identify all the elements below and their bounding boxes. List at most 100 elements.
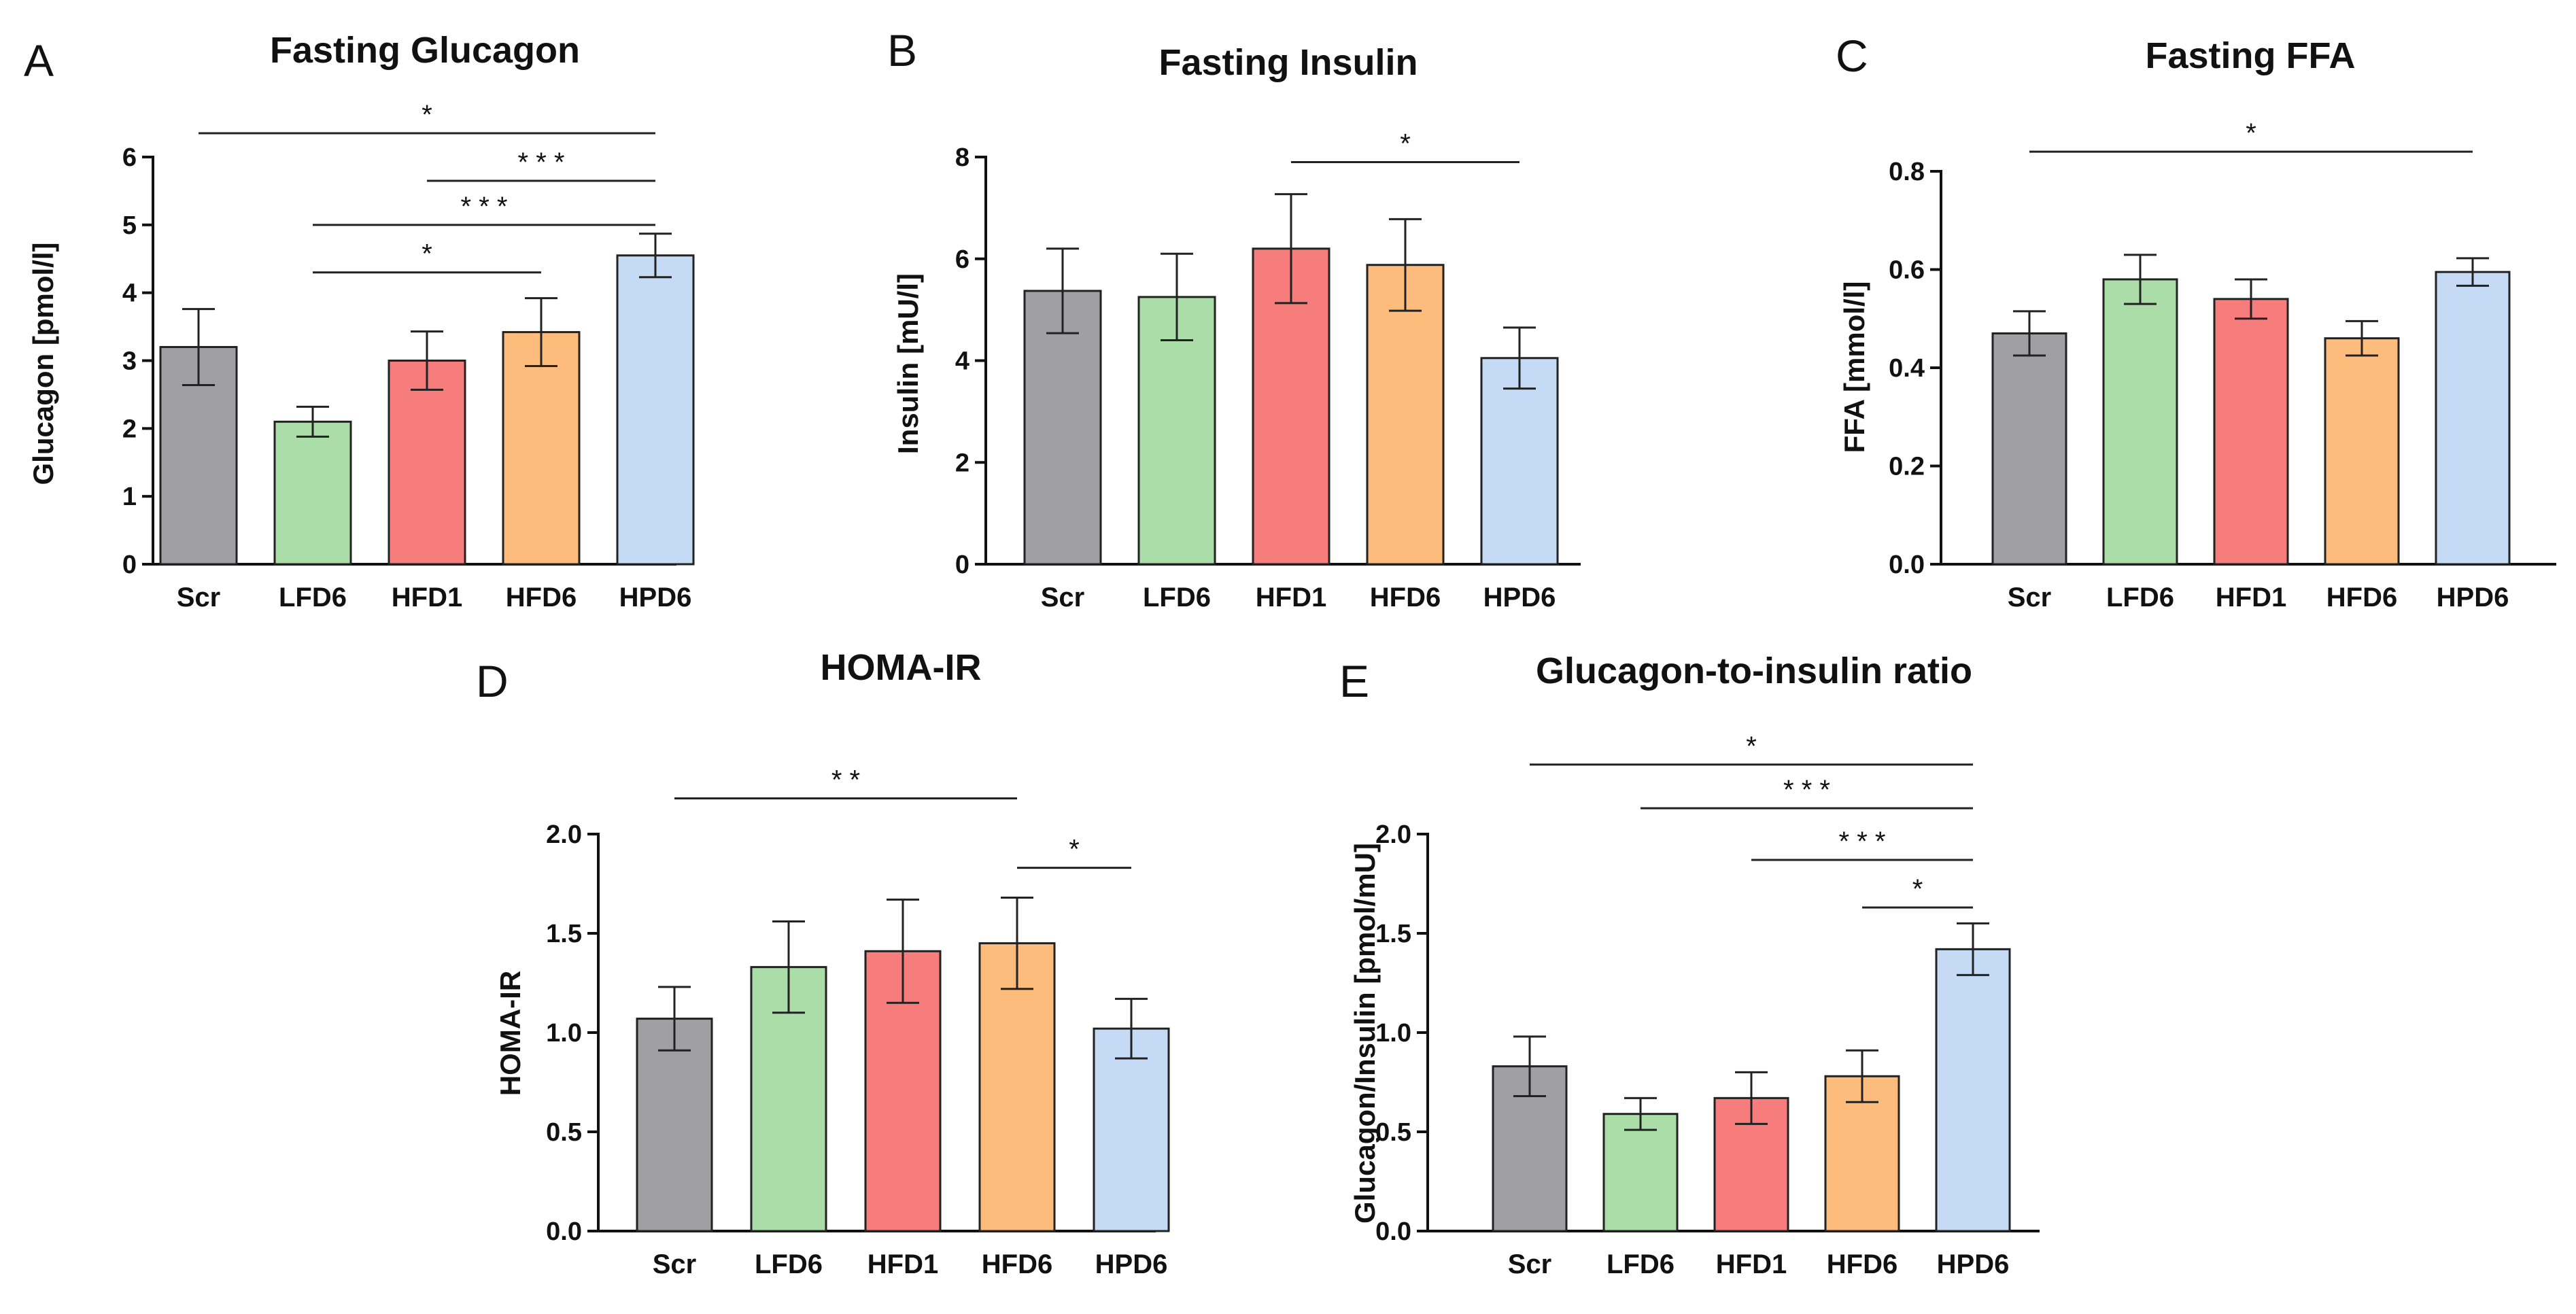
bar-hpd6	[2435, 271, 2511, 566]
x-tick-label: HFD6	[1827, 1249, 1897, 1279]
y-tick-label: 1.5	[546, 920, 582, 948]
x-tick-label: LFD6	[1143, 583, 1211, 612]
y-axis-label: HOMA-IR	[494, 971, 526, 1096]
bar-hfd6	[2324, 337, 2400, 566]
significance-label: *	[422, 100, 432, 130]
bar-lfd6	[2102, 278, 2178, 566]
bar-lfd6	[1602, 1113, 1679, 1232]
y-tick-label: 0.4	[1889, 354, 1925, 383]
panel-letter: D	[476, 656, 509, 706]
chart-title: Fasting Glucagon	[270, 30, 580, 71]
y-tick-label: 0.5	[1375, 1118, 1411, 1147]
chart-title: Fasting Insulin	[1158, 42, 1418, 83]
y-tick-label: 1.0	[546, 1019, 582, 1048]
y-axis-label: Glucagon/Insulin [pmol/mU]	[1349, 843, 1381, 1224]
x-tick-label: HFD6	[506, 583, 577, 612]
x-tick-label: LFD6	[755, 1249, 823, 1279]
bar-hpd6	[616, 254, 695, 566]
x-tick-label: HFD1	[2216, 583, 2286, 612]
y-tick-label: 3	[122, 347, 137, 376]
bar-hfd1	[388, 360, 466, 566]
y-tick-label: 5	[122, 211, 137, 240]
y-tick-label: 0	[955, 551, 969, 579]
bar-scr	[1023, 290, 1102, 566]
y-tick-label: 0.0	[1375, 1217, 1411, 1246]
y-tick-label: 6	[955, 245, 969, 274]
x-tick-label: Scr	[177, 583, 221, 612]
significance-label: *	[2246, 118, 2256, 148]
significance-label: *	[1400, 128, 1411, 158]
x-tick-label: HPD6	[1095, 1249, 1168, 1279]
x-tick-label: LFD6	[1607, 1249, 1675, 1279]
y-tick-label: 4	[122, 279, 137, 308]
y-tick-label: 6	[122, 143, 137, 172]
bar-hpd6	[1093, 1027, 1170, 1232]
x-tick-label: HPD6	[619, 583, 692, 612]
y-tick-label: 2.0	[546, 820, 582, 849]
significance-label: * * *	[1839, 827, 1886, 857]
x-tick-label: LFD6	[2106, 583, 2174, 612]
x-tick-label: HFD1	[868, 1249, 938, 1279]
x-tick-label: Scr	[1041, 583, 1085, 612]
panel-letter: E	[1339, 656, 1369, 706]
chart-title: HOMA-IR	[821, 647, 982, 688]
bar-scr	[636, 1018, 713, 1232]
x-tick-label: HFD1	[1716, 1249, 1787, 1279]
x-tick-label: HPD6	[1937, 1249, 2010, 1279]
panel-b: B Fasting Insulin Insulin [mU/l] 0 2 4 6 8 Scr LF…	[887, 25, 1581, 612]
y-tick-label: 0.0	[1889, 551, 1925, 579]
panel-e: E Glucagon-to-insulin ratio Glucagon/Insul…	[1339, 651, 2040, 1279]
y-tick-label: 0.6	[1889, 256, 1925, 285]
significance-label: *	[1912, 874, 1923, 904]
y-tick-label: 2	[955, 449, 969, 477]
y-tick-label: 2	[122, 415, 137, 443]
y-axis-label: FFA [mmol/l]	[1838, 281, 1870, 453]
y-tick-label: 8	[955, 143, 969, 172]
y-tick-label: 2.0	[1375, 820, 1411, 849]
significance-label: *	[1746, 731, 1757, 761]
panel-letter: B	[887, 25, 917, 75]
panel-c: C Fasting FFA FFA [mmol/l] 0.0 0.2 0.4 0.6 0.8 S…	[1836, 31, 2556, 612]
y-tick-label: 1.5	[1375, 920, 1411, 948]
y-tick-label: 0.5	[546, 1118, 582, 1147]
chart-title: Fasting FFA	[2146, 35, 2356, 76]
bar-hfd6	[978, 942, 1056, 1232]
y-tick-label: 0	[122, 551, 137, 579]
y-tick-label: 0.0	[546, 1217, 582, 1246]
x-tick-label: Scr	[2008, 583, 2052, 612]
y-tick-label: 4	[955, 347, 969, 376]
x-tick-label: HFD6	[2326, 583, 2397, 612]
significance-label: *	[422, 239, 432, 269]
y-tick-label: 0.8	[1889, 158, 1925, 186]
significance-label: * *	[831, 765, 860, 795]
bar-lfd6	[1137, 296, 1216, 566]
bar-hfd1	[2213, 298, 2289, 566]
y-tick-label: 0.2	[1889, 453, 1925, 481]
x-tick-label: HFD6	[1370, 583, 1441, 612]
significance-label: *	[1069, 835, 1080, 865]
y-axis-label: Glucagon [pmol/l]	[27, 243, 59, 485]
y-tick-label: 1.0	[1375, 1019, 1411, 1048]
significance-label: * * *	[1783, 775, 1830, 805]
y-axis-label: Insulin [mU/l]	[892, 273, 924, 454]
x-tick-label: Scr	[653, 1249, 697, 1279]
x-tick-label: HPD6	[2437, 583, 2509, 612]
x-tick-label: HFD6	[982, 1249, 1052, 1279]
bar-hfd6	[1366, 264, 1445, 566]
panel-letter: A	[24, 35, 54, 86]
bar-scr	[1991, 332, 2067, 566]
panel-a: A Fasting Glucagon Glucagon [pmol/l] 0 1 2 3 4 5…	[24, 30, 695, 612]
bar-hpd6	[1935, 948, 2011, 1232]
x-tick-label: HPD6	[1483, 583, 1556, 612]
x-tick-label: HFD1	[392, 583, 462, 612]
significance-label: * * *	[518, 148, 565, 177]
bar-lfd6	[273, 420, 352, 566]
panel-letter: C	[1836, 31, 1868, 81]
bar-scr	[1492, 1065, 1568, 1232]
x-tick-label: HFD1	[1256, 583, 1326, 612]
x-tick-label: LFD6	[279, 583, 347, 612]
significance-label: * * *	[461, 192, 508, 222]
panel-d: D HOMA-IR HOMA-IR 0.0 0.5 1.0 1.5 2.0 Scr LFD6 HFD…	[476, 647, 1170, 1279]
chart-title: Glucagon-to-insulin ratio	[1536, 651, 1972, 691]
